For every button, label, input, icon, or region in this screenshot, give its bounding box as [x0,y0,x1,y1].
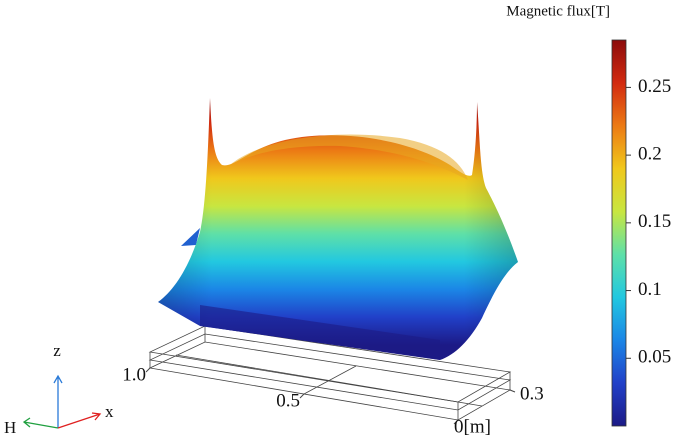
colorbar-tick-label: 0.2 [638,143,662,164]
surface-flap [181,228,200,246]
colorbar-tick-label: 0.1 [638,279,662,300]
colorbar-tick-label: 0.25 [638,76,671,97]
colorbar-tick-label: 0.15 [638,211,671,232]
triad-h-label: H [4,418,16,437]
y-tick [509,389,516,393]
colorbar-title: Magnetic flux[T] [506,3,610,19]
axis-triad [22,374,102,429]
x-tick [145,367,151,373]
base-grid [148,325,512,421]
x-tick [453,419,459,425]
colorbar [611,39,627,427]
surface-shade [158,98,518,360]
surface-top [230,134,468,180]
triad-z-label: z [53,341,61,360]
x-tick-label: 0.5 [276,390,300,411]
x-tick [299,393,305,399]
x-tick-label: 1.0 [122,364,146,385]
surface [158,98,518,360]
x-tick-label: 0[m] [454,416,491,437]
y-tick-label: 0.3 [520,383,544,404]
colorbar-tick-label: 0.05 [638,347,671,368]
triad-x-label: x [105,402,114,421]
surface-front-base [200,305,440,360]
